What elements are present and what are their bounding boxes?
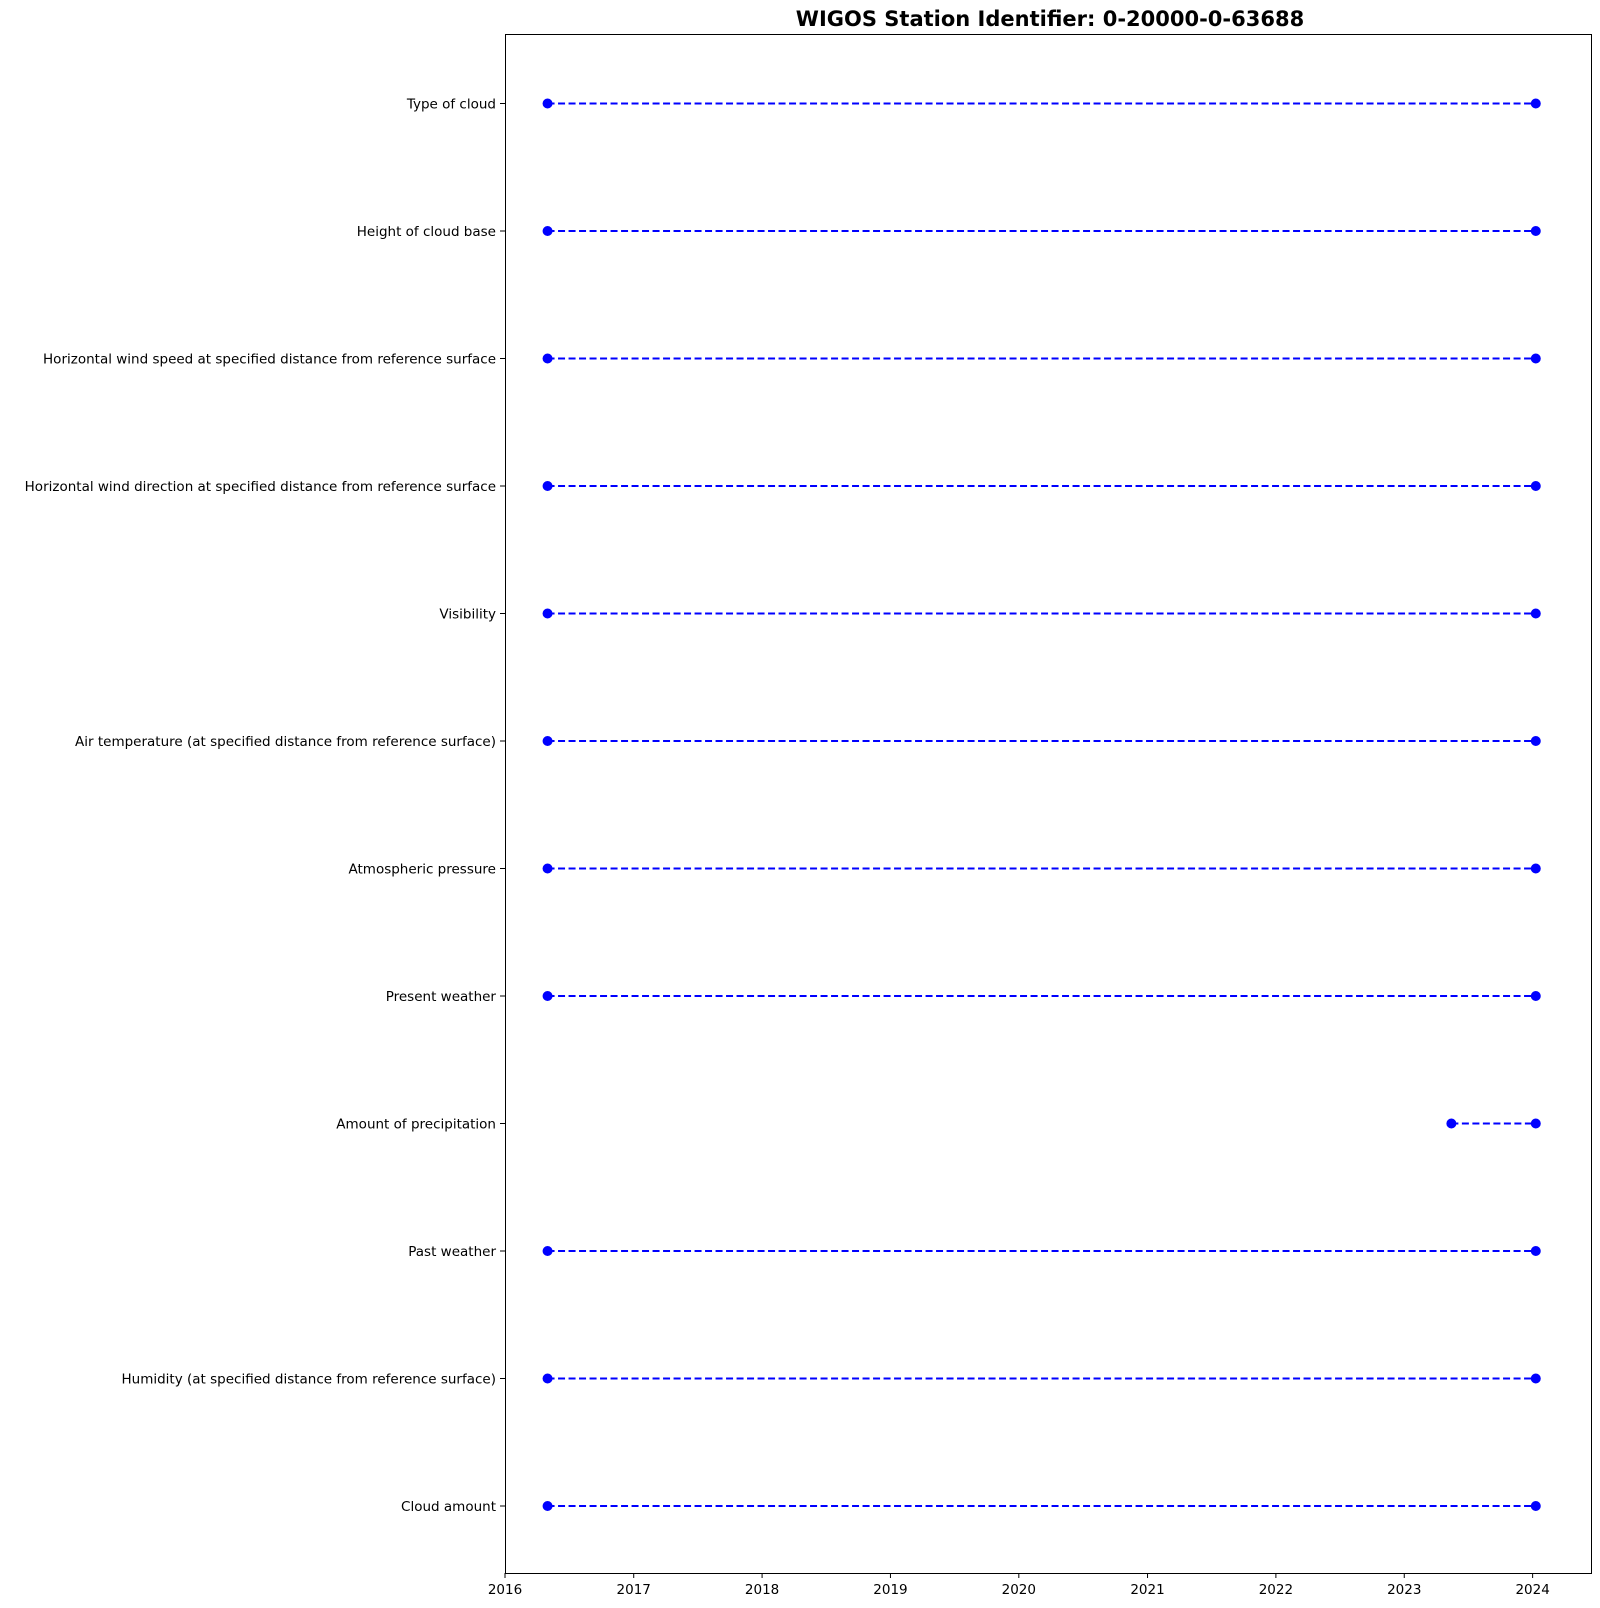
chart-title: WIGOS Station Identifier: 0-20000-0-6368…: [796, 7, 1304, 31]
xtick-label: 2024: [1515, 1582, 1549, 1598]
range-start-point: [542, 991, 553, 1001]
ytick-label: Air temperature (at specified distance f…: [75, 734, 496, 750]
range-start-point: [542, 1501, 553, 1511]
xtick-label: 2018: [745, 1582, 779, 1598]
range-end-point: [1530, 608, 1541, 619]
range-end-point: [1530, 863, 1541, 874]
ytick-label: Atmospheric pressure: [349, 862, 497, 878]
ytick-label: Horizontal wind direction at specified d…: [25, 479, 496, 495]
plot-area: [542, 98, 1541, 1511]
range-start-point: [542, 608, 553, 619]
range-end-point: [1530, 481, 1541, 491]
range-end-point: [1530, 736, 1541, 746]
xtick-label: 2020: [1002, 1582, 1036, 1598]
xtick-label: 2017: [617, 1582, 651, 1598]
range-start-point: [542, 481, 553, 491]
range-start-point: [542, 736, 553, 746]
range-start-point: [1446, 1118, 1457, 1129]
range-start-point: [542, 1373, 553, 1384]
ytick-label: Visibility: [439, 607, 496, 623]
xtick-label: 2019: [873, 1582, 907, 1598]
range-end-point: [1530, 1118, 1541, 1129]
x-axis: 2016 2017 2018 2019 2020 2021 2022 2023 2024: [488, 1573, 1550, 1598]
range-start-point: [542, 863, 553, 874]
xtick-label: 2016: [488, 1582, 522, 1598]
ytick-label: Type of cloud: [406, 97, 496, 113]
ytick-label: Past weather: [408, 1244, 496, 1260]
xtick-label: 2021: [1130, 1582, 1164, 1598]
range-end-point: [1530, 1373, 1541, 1384]
range-end-point: [1530, 226, 1541, 236]
range-end-point: [1530, 353, 1541, 364]
y-axis: Cloud amount Humidity (at specified dista…: [25, 97, 505, 1515]
xtick-label: 2023: [1387, 1582, 1421, 1598]
range-start-point: [542, 353, 553, 364]
axes-frame: [505, 34, 1592, 1574]
ytick-label: Height of cloud base: [357, 224, 496, 240]
range-end-point: [1530, 991, 1541, 1001]
range-end-point: [1530, 1246, 1541, 1256]
range-end-point: [1530, 98, 1541, 109]
ytick-label: Amount of precipitation: [336, 1117, 496, 1133]
range-end-point: [1530, 1501, 1541, 1511]
range-start-point: [542, 98, 553, 109]
xtick-label: 2022: [1259, 1582, 1293, 1598]
ytick-label: Cloud amount: [401, 1499, 496, 1515]
range-start-point: [542, 1246, 553, 1256]
range-start-point: [542, 226, 553, 236]
ytick-label: Humidity (at specified distance from ref…: [122, 1372, 497, 1388]
ytick-label: Present weather: [386, 989, 497, 1005]
ytick-label: Horizontal wind speed at specified dista…: [43, 352, 496, 368]
